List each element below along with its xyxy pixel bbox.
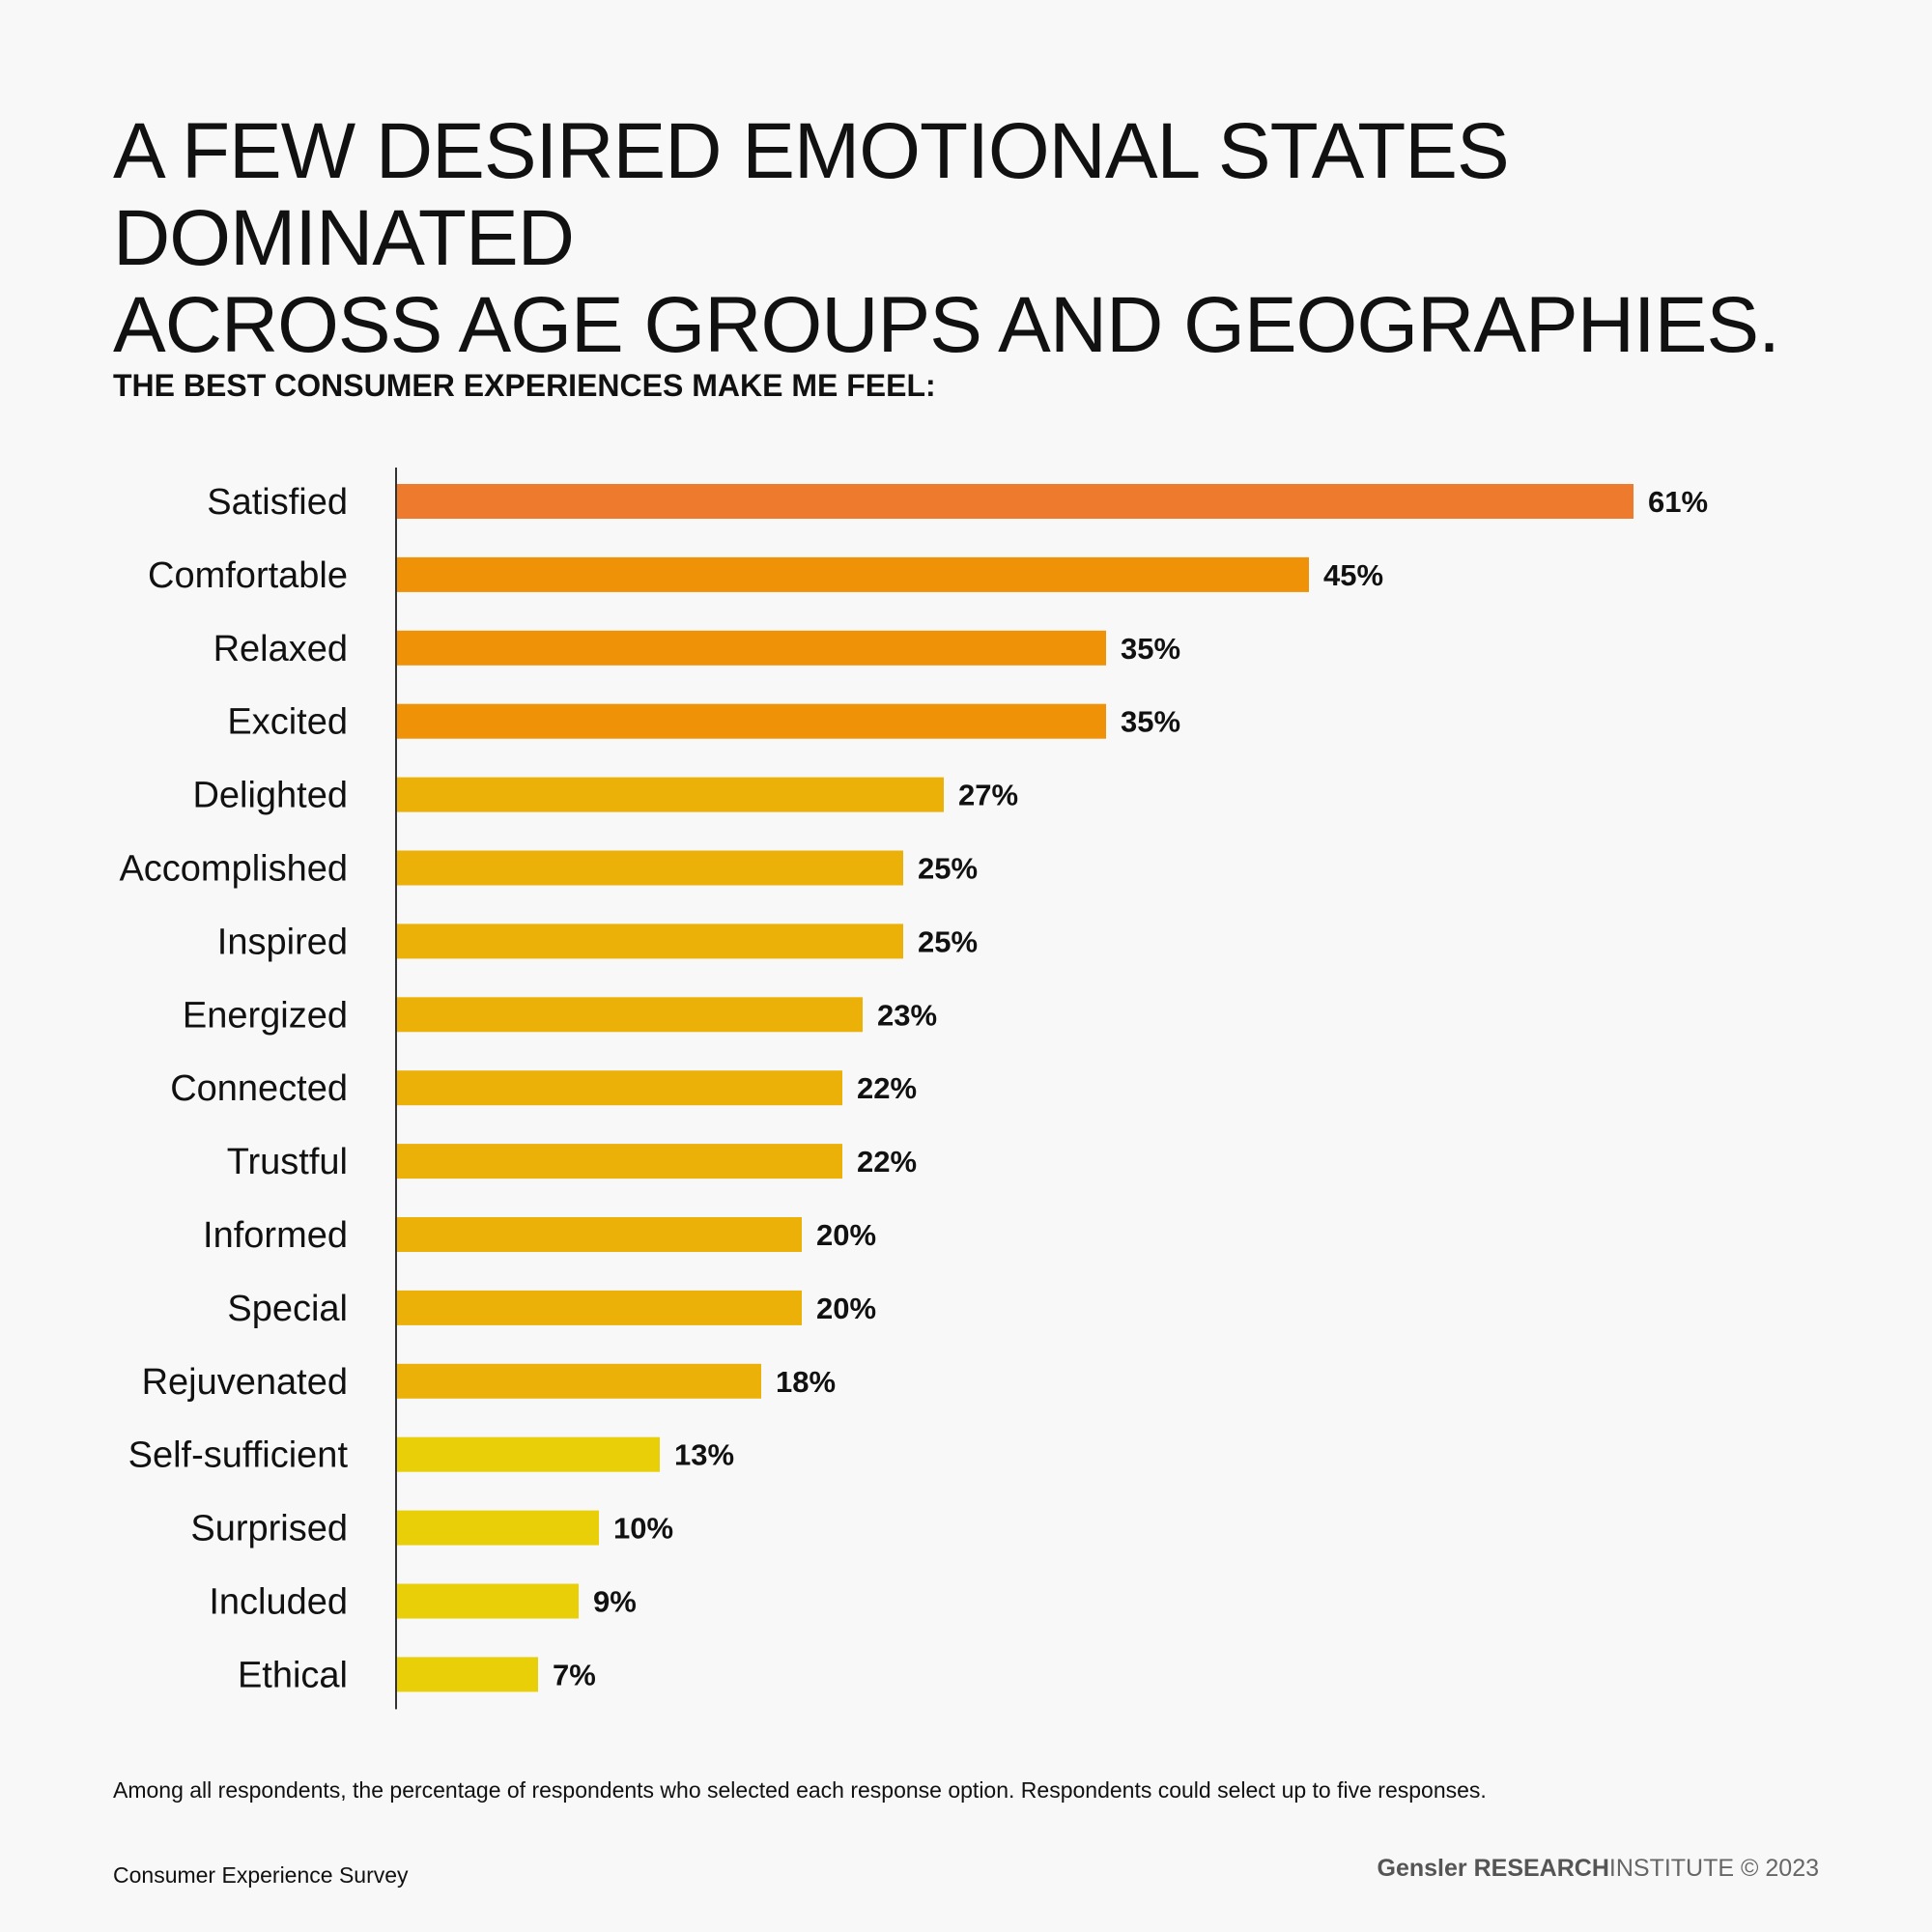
value-label: 7% <box>553 1658 596 1691</box>
bar-trustful <box>396 1144 842 1179</box>
bar-connected <box>396 1070 842 1106</box>
category-label: Trustful <box>227 1142 348 1182</box>
value-label: 18% <box>776 1365 836 1399</box>
value-label: 23% <box>877 998 937 1032</box>
value-label: 10% <box>613 1512 673 1546</box>
bar-accomplished <box>396 850 903 886</box>
value-label: 13% <box>674 1438 734 1472</box>
category-label: Energized <box>183 995 348 1036</box>
page-title-line-2: ACROSS AGE GROUPS AND GEOGRAPHIES. <box>113 281 1780 369</box>
bar-chart: Satisfied 61% Comfortable 45% Relaxed 35% Exci… <box>119 468 1708 1710</box>
category-label: Relaxed <box>213 629 348 669</box>
value-label: 25% <box>918 852 978 886</box>
category-label: Surprised <box>190 1509 348 1549</box>
bar-special <box>396 1290 802 1325</box>
value-label: 22% <box>857 1071 917 1105</box>
bar-ethical <box>396 1657 538 1692</box>
category-label: Rejuvenated <box>142 1362 348 1403</box>
bar-energized <box>396 997 863 1033</box>
bar-relaxed <box>396 630 1106 666</box>
value-label: 20% <box>816 1292 876 1325</box>
category-label: Included <box>209 1582 348 1623</box>
category-label: Ethical <box>238 1655 348 1695</box>
bar-delighted <box>396 777 944 812</box>
source-label: Consumer Experience Survey <box>113 1862 409 1888</box>
category-label: Accomplished <box>119 849 348 890</box>
brand-year: © 2023 <box>1741 1855 1819 1882</box>
category-label: Connected <box>170 1068 348 1109</box>
category-label: Informed <box>203 1215 348 1256</box>
bar-inspired <box>396 923 903 959</box>
category-label: Self-sufficient <box>128 1435 349 1476</box>
brand-name: Gensler <box>1377 1855 1467 1882</box>
category-label: Comfortable <box>148 555 348 596</box>
category-label: Satisfied <box>207 482 348 523</box>
value-label: 45% <box>1323 558 1383 592</box>
brand-mark: Gensler RESEARCHINSTITUTE © 2023 <box>1378 1855 1819 1883</box>
bar-informed <box>396 1217 802 1252</box>
value-label: 35% <box>1121 705 1180 739</box>
bar-surprised <box>396 1510 599 1546</box>
value-label: 22% <box>857 1145 917 1179</box>
chart-title: THE BEST CONSUMER EXPERIENCES MAKE ME FE… <box>113 368 936 403</box>
category-label: Inspired <box>217 922 348 962</box>
brand-institute: INSTITUTE <box>1608 1855 1735 1882</box>
brand-research: RESEARCH <box>1473 1855 1609 1882</box>
bars-group: Satisfied 61% Comfortable 45% Relaxed 35% Exci… <box>119 482 1708 1695</box>
value-label: 27% <box>958 779 1018 812</box>
value-label: 9% <box>593 1585 637 1619</box>
category-label: Excited <box>227 702 348 743</box>
chart-footnote: Among all respondents, the percentage of… <box>113 1777 1487 1803</box>
bar-excited <box>396 703 1106 739</box>
bar-included <box>396 1583 579 1619</box>
category-label: Delighted <box>192 776 348 816</box>
value-label: 20% <box>816 1218 876 1252</box>
bar-comfortable <box>396 556 1309 592</box>
bar-rejuvenated <box>396 1363 761 1399</box>
category-label: Special <box>227 1289 348 1329</box>
page-title-line-1: A FEW DESIRED EMOTIONAL STATES DOMINATED <box>113 107 1510 282</box>
bar-self-sufficient <box>396 1436 660 1472</box>
page-title: A FEW DESIRED EMOTIONAL STATES DOMINATED… <box>113 108 1852 369</box>
value-label: 35% <box>1121 632 1180 666</box>
value-label: 61% <box>1648 485 1708 519</box>
bar-satisfied <box>396 484 1634 519</box>
value-label: 25% <box>918 924 978 958</box>
